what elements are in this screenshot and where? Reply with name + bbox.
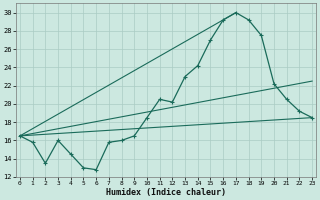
X-axis label: Humidex (Indice chaleur): Humidex (Indice chaleur) (106, 188, 226, 197)
